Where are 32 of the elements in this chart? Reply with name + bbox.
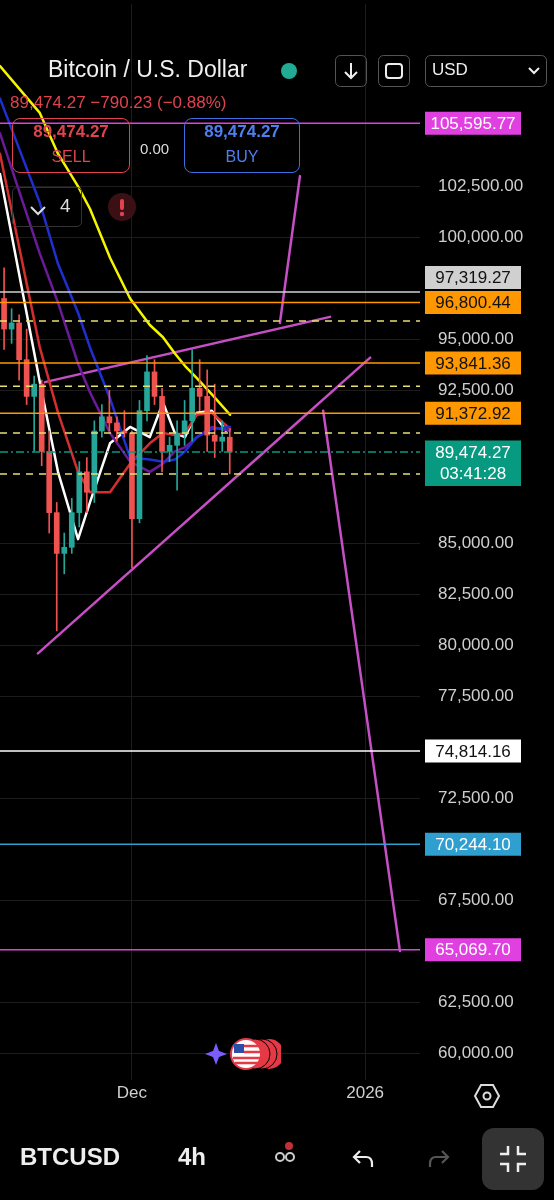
annotation: 89,474.27 — [203, 122, 281, 142]
x-tick-label: Dec — [116, 1082, 148, 1102]
y-tick-label: 102,500.00 — [438, 176, 524, 196]
annotation: BUY — [224, 148, 260, 166]
y-tick-label: 62,500.00 — [438, 991, 514, 1011]
text: 4h — [178, 1143, 207, 1171]
y-tick-label: 72,500.00 — [438, 787, 514, 807]
y-tick-label: 92,500.00 — [438, 379, 514, 399]
annotation: 0.00 — [140, 140, 171, 157]
ref-line-label: 74,814.16 — [435, 741, 511, 761]
y-tick-label: 67,500.00 — [438, 889, 514, 909]
ref-line-label: 65,069.70 — [435, 940, 511, 960]
y-tick-label: 85,000.00 — [438, 532, 514, 552]
ref-line-label: 70,244.10 — [435, 834, 511, 854]
ref-line-label: 91,372.92 — [435, 403, 511, 423]
text: USD — [432, 60, 469, 80]
y-tick-label: 60,000.00 — [438, 1042, 514, 1062]
text: 03:41:28 — [425, 462, 521, 486]
annotation: 4 — [60, 195, 72, 217]
y-tick-label: 77,500.00 — [438, 685, 514, 705]
x-tick-label: 2026 — [346, 1082, 385, 1102]
ref-line-label: 89,474.27 — [435, 442, 511, 462]
text: BTCUSD — [20, 1143, 121, 1171]
ref-line-label: 96,800.44 — [435, 293, 511, 313]
y-tick-label: 80,000.00 — [438, 634, 514, 654]
y-tick-label: 82,500.00 — [438, 583, 514, 603]
text: Bitcoin / U.S. Dollar — [48, 56, 248, 83]
ref-line-label: 105,595.77 — [430, 113, 516, 133]
y-tick-label: 95,000.00 — [438, 328, 514, 348]
ref-line-label: 97,319.27 — [435, 268, 511, 288]
ref-line-label: 93,841.36 — [435, 353, 511, 373]
y-tick-label: 100,000.00 — [438, 226, 524, 246]
